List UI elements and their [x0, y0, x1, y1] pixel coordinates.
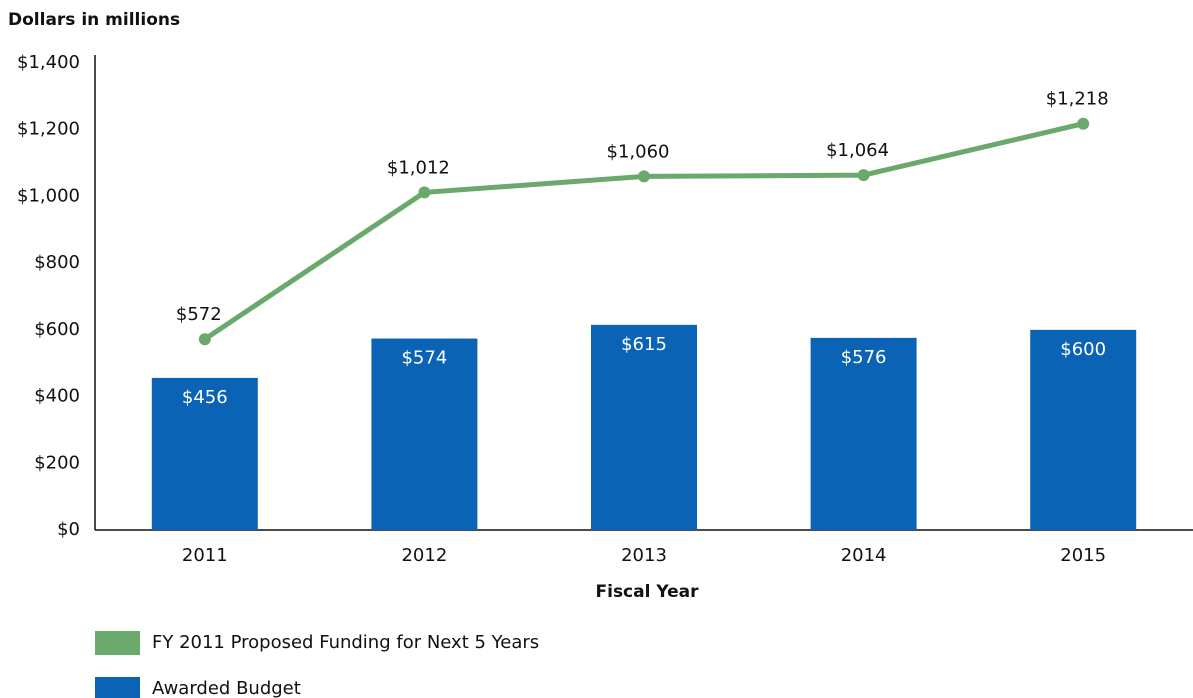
point	[198, 333, 211, 346]
point	[857, 169, 870, 182]
line-value-label: $1,218	[1046, 89, 1109, 110]
x-tick-label: 2015	[1060, 545, 1106, 566]
line-value-label: $1,012	[387, 157, 450, 178]
y-tick-label: $1,000	[17, 185, 80, 206]
x-tick-label: 2014	[841, 545, 887, 566]
bar	[810, 337, 917, 530]
line-value-label: $1,064	[826, 140, 889, 161]
x-tick-label: 2012	[401, 545, 447, 566]
y-axis-label: Dollars in millions	[8, 10, 180, 30]
line-value-label: $1,060	[607, 141, 670, 162]
x-tick-label: 2013	[621, 545, 667, 566]
line-value-label: $572	[176, 304, 222, 325]
point	[638, 170, 650, 183]
y-tick-label: $200	[34, 452, 80, 473]
bar	[151, 377, 258, 530]
x-tick-label: 2011	[182, 545, 228, 566]
x-axis-label: Fiscal Year	[596, 582, 700, 602]
y-tick-label: $600	[34, 319, 80, 340]
point	[418, 186, 431, 199]
bar-value-label: $456	[182, 387, 228, 408]
bar-value-label: $576	[841, 347, 887, 368]
point	[1077, 117, 1090, 130]
y-tick-label: $0	[57, 519, 80, 540]
y-tick-label: $1,200	[17, 119, 80, 140]
y-tick-label: $1,400	[17, 52, 80, 73]
bar-value-label: $615	[621, 334, 667, 355]
legend-swatch	[95, 677, 140, 698]
bar-value-label: $574	[401, 348, 447, 369]
y-tick-label: $400	[34, 386, 80, 407]
bar-value-label: $600	[1060, 339, 1106, 360]
legend-label: Awarded Budget	[152, 678, 301, 698]
legend-swatch	[95, 631, 140, 655]
bar	[371, 338, 478, 530]
bar	[1030, 329, 1137, 530]
bar	[591, 324, 697, 530]
legend-label: FY 2011 Proposed Funding for Next 5 Year…	[152, 632, 539, 653]
y-tick-label: $800	[34, 252, 80, 273]
